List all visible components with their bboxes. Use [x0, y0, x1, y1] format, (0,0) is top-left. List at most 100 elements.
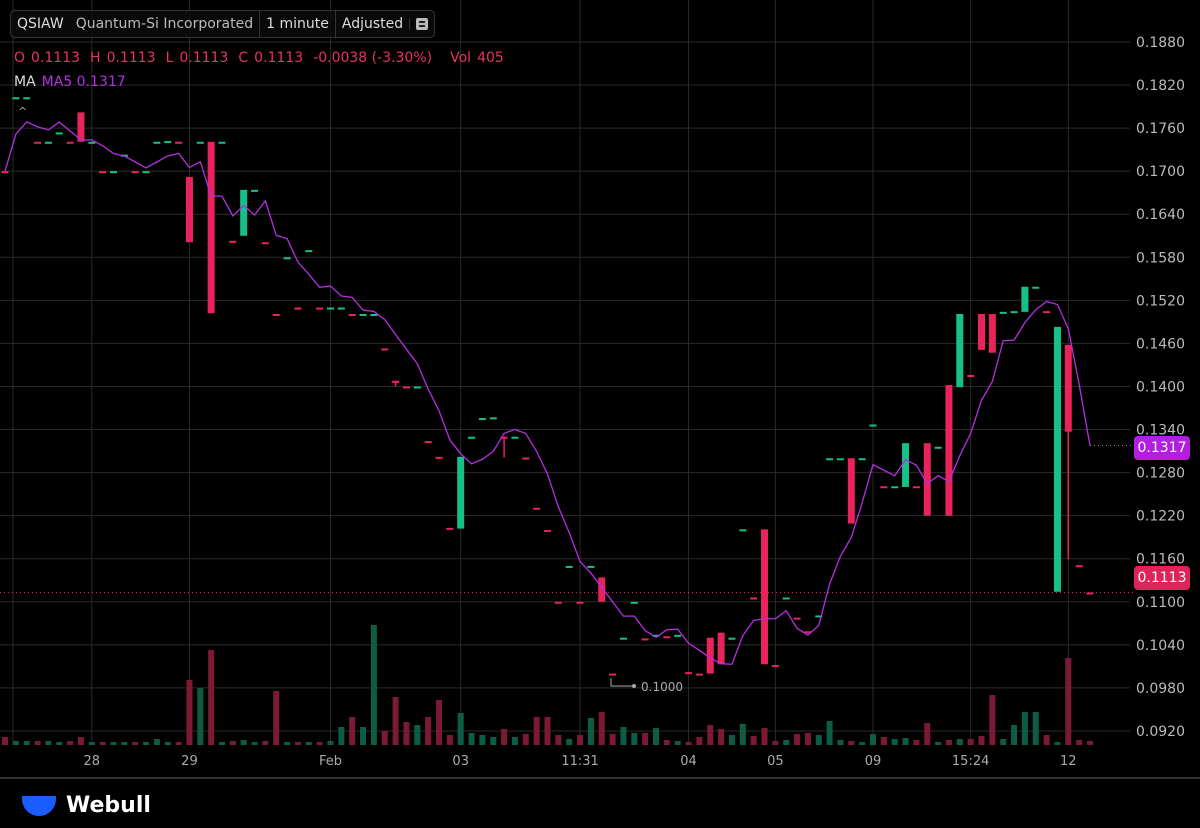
candle-body — [240, 189, 248, 236]
low-marker-pointer — [610, 678, 633, 687]
candle-body — [685, 672, 693, 675]
ma-price-tag: 0.1317 — [1134, 436, 1190, 460]
volume-bar — [815, 735, 822, 745]
candle-body — [218, 141, 226, 144]
volume-bar — [403, 722, 410, 745]
candle-body — [967, 375, 975, 378]
candle-body — [804, 631, 812, 634]
volume-bar — [1076, 740, 1083, 745]
volume-bar — [77, 737, 84, 745]
adjust-selector[interactable]: Adjusted — [334, 11, 409, 37]
candle-body — [988, 314, 996, 353]
candle-body — [413, 386, 421, 389]
webull-logo-icon — [22, 795, 56, 816]
volume-bar — [891, 739, 898, 745]
candle-body — [858, 458, 866, 461]
candle-body — [728, 637, 736, 640]
volume-bar — [685, 742, 692, 745]
open-label: O — [14, 50, 26, 66]
candle-body — [902, 443, 910, 487]
vol-value: 405 — [477, 50, 504, 66]
y-tick-label: 0.1700 — [1136, 164, 1185, 180]
volume-bar — [370, 625, 377, 745]
candle-body — [77, 112, 85, 142]
volume-bar — [577, 735, 584, 745]
candle-body — [598, 577, 606, 602]
x-tick-label: 11:31 — [561, 754, 598, 769]
volume-bar — [696, 737, 703, 745]
candle-body — [175, 141, 183, 144]
y-tick-label: 0.1880 — [1136, 35, 1185, 51]
candle-body — [771, 664, 779, 667]
candle-body — [619, 637, 627, 640]
candle-body — [1, 171, 9, 174]
candle-body — [402, 386, 410, 389]
ma-legend[interactable]: MA MA5 0.1317 — [14, 74, 126, 90]
last-price-tag: 0.1113 — [1134, 566, 1190, 590]
candle-body — [847, 458, 855, 524]
volume-bar — [880, 737, 887, 745]
candle-body — [956, 314, 964, 388]
interval-selector[interactable]: 1 minute — [259, 11, 335, 37]
vol-label: Vol — [450, 50, 472, 66]
candle-body — [1064, 344, 1072, 432]
volume-bar — [848, 741, 855, 745]
y-tick-label: 0.0980 — [1136, 681, 1185, 697]
candle-body — [522, 457, 530, 460]
volume-bar — [208, 650, 215, 745]
x-tick-label: 05 — [767, 754, 784, 769]
candle-body — [500, 436, 508, 439]
candle-body — [782, 597, 790, 600]
volume-bar — [186, 680, 193, 745]
volume-bar — [175, 742, 182, 745]
candle-body — [706, 637, 714, 674]
volume-bar — [718, 729, 725, 745]
candle-body — [826, 458, 834, 461]
volume-bar — [305, 742, 312, 745]
volume-bar — [728, 735, 735, 745]
volume-bar — [110, 742, 117, 745]
volume-bar — [978, 736, 985, 745]
candle-body — [511, 436, 519, 439]
candle-body — [478, 418, 486, 421]
candle-body — [142, 171, 150, 174]
candle-body — [836, 458, 844, 461]
candle-body — [110, 171, 117, 174]
candle-body — [1021, 286, 1029, 312]
candle-body — [1086, 592, 1094, 595]
symbol[interactable]: QSIAW — [17, 16, 64, 32]
volume-bar — [501, 729, 508, 745]
volume-bar — [327, 741, 334, 745]
menu-button[interactable] — [409, 18, 434, 30]
volume-bar — [587, 718, 594, 745]
candle-body — [565, 565, 573, 568]
volume-bar — [262, 741, 269, 745]
candle-body — [999, 311, 1007, 314]
volume-bar — [783, 740, 790, 745]
candle-body — [815, 615, 823, 618]
volume-bar — [446, 735, 453, 745]
volume-bar — [837, 740, 844, 745]
candle-body — [305, 250, 313, 253]
volume-bar — [1087, 740, 1093, 745]
volume-bar — [913, 740, 920, 745]
volume-bar — [555, 735, 562, 745]
volume-bar — [544, 717, 551, 745]
volume-bar — [251, 742, 258, 745]
candle-body — [739, 529, 747, 532]
high-label: H — [90, 50, 101, 66]
candlestick-chart[interactable]: 0.1880 0.1820 0.1760 0.1700 0.1640 0.1580 0.15… — [0, 0, 1200, 778]
change-value: -0.0038 (-3.30%) — [313, 50, 433, 66]
y-tick-label: 0.1220 — [1136, 509, 1185, 525]
candle-body — [663, 636, 671, 639]
volume-bar — [381, 731, 388, 745]
volume-bar — [316, 742, 323, 745]
close-label: C — [238, 50, 249, 66]
candle-body — [630, 601, 638, 604]
volume-bar — [620, 727, 627, 745]
symbol-header: QSIAW Quantum-Si Incorporated 1 minute A… — [10, 10, 436, 38]
candle-body — [945, 385, 953, 516]
volume-bar — [598, 712, 605, 745]
volume-bar — [436, 700, 442, 745]
volume-bar — [935, 742, 942, 745]
